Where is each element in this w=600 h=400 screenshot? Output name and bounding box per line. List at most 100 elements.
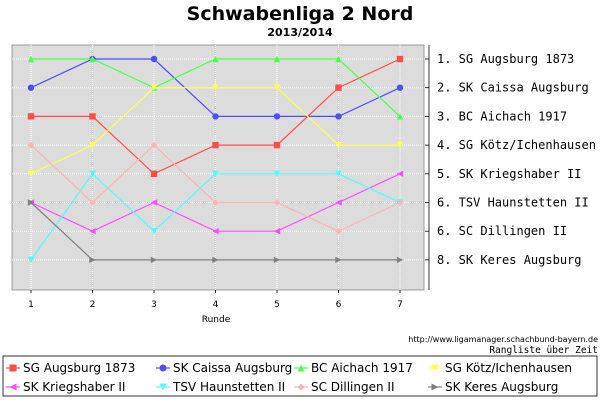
data-point [335,170,342,177]
x-tick-label: 2 [90,300,96,310]
legend-marker [9,364,17,372]
rank-label: 1. SG Augsburg 1873 [437,52,574,66]
legend-marker [159,364,167,372]
source-url: http://www.ligamanager.schachbund-bayern… [408,335,598,344]
data-point [212,141,219,149]
data-point [27,256,35,264]
rank-label: 6. TSV Haunstetten II [437,196,589,210]
legend-marker [431,364,439,372]
series-5 [27,170,404,264]
data-point [212,55,219,63]
rank-label: 2. SK Caissa Augsburg [437,81,589,95]
chart-title: Schwabenliga 2 Nord [187,3,414,25]
data-point [396,170,404,177]
legend-label: TSV Haunstetten II [172,380,285,394]
data-point [89,199,96,206]
series-3 [27,84,404,177]
legend-label: SC Dillingen II [311,380,395,394]
data-point [273,113,281,120]
data-point [27,199,35,206]
data-point [212,170,219,177]
data-point [335,141,342,149]
data-point [89,55,96,63]
data-point [89,141,96,149]
chart-caption: Rangliste über Zeit [489,345,598,356]
data-point [396,113,404,120]
series-layer [27,55,404,264]
series-0 [27,55,404,177]
legend-label: SK Caissa Augsburg [173,361,292,375]
series-6 [27,141,404,235]
x-tick-label: 7 [397,300,403,310]
legend-label: SG Augsburg 1873 [23,361,135,375]
data-point [27,113,35,120]
data-point [150,199,158,206]
data-point [335,199,342,206]
data-point [89,170,96,177]
legend-item: BC Aichach 1917 [294,361,413,375]
legend-item: SG Augsburg 1873 [6,361,135,375]
chart-subtitle: 2013/2014 [267,26,333,39]
legend-marker [9,383,17,391]
x-tick-label: 5 [274,300,280,310]
data-point [212,84,219,91]
legend-label: SK Keres Augsburg [445,380,558,394]
x-tick-label: 1 [28,300,34,310]
data-point [89,228,96,235]
rank-label: 6. SC Dillingen II [437,224,567,238]
rank-label: 4. SG Kötz/Ichenhausen [437,138,596,152]
legend-marker [431,383,439,391]
data-point [335,256,342,264]
data-point [273,84,281,91]
data-point [27,170,35,177]
data-point [273,55,281,63]
data-point [150,141,158,149]
legend-label: SG Kötz/Ichenhausen [445,361,572,375]
data-point [396,256,404,264]
x-axis: 1 2 3 4 5 6 7 [28,290,403,310]
data-point [335,55,342,63]
x-tick-label: 6 [336,300,342,310]
x-tick-label: 4 [213,300,219,310]
legend-label: SK Kriegshaber II [23,380,125,394]
x-tick-label: 3 [151,300,157,310]
data-point [212,228,219,235]
data-point [150,84,158,91]
data-point [27,55,35,63]
data-point [212,199,219,206]
data-point [273,256,281,264]
series-7 [27,199,404,264]
legend-marker [297,364,305,372]
data-point [27,84,35,91]
data-point [396,84,404,91]
legend-marker [297,383,305,391]
data-point [150,228,158,235]
legend-label: BC Aichach 1917 [311,361,413,375]
legend-item: SK Caissa Augsburg [156,361,292,375]
data-point [212,256,219,264]
legend: SG Augsburg 1873 SK Caissa Augsburg BC Aic… [6,361,572,394]
data-point [273,199,281,206]
series-4 [27,170,404,235]
final-ranking-labels: 1. SG Augsburg 1873 2. SK Caissa Augsburg… [437,52,596,267]
legend-item: SG Kötz/Ichenhausen [428,361,572,375]
legend-item: TSV Haunstetten II [156,380,285,394]
data-point [89,256,96,264]
legend-item: SK Keres Augsburg [428,380,558,394]
legend-marker [159,383,167,391]
data-point [89,113,96,120]
data-point [27,141,35,149]
rank-label: 3. BC Aichach 1917 [437,109,567,123]
data-point [212,113,219,120]
legend-item: SC Dillingen II [294,380,395,394]
data-point [150,170,158,177]
data-point [150,55,158,63]
rank-label: 5. SK Kriegshaber II [437,167,582,181]
data-point [335,113,342,120]
data-point [150,256,158,264]
data-point [396,199,404,206]
data-point [273,141,281,149]
y-axis-right [425,45,430,290]
data-point [273,170,281,177]
